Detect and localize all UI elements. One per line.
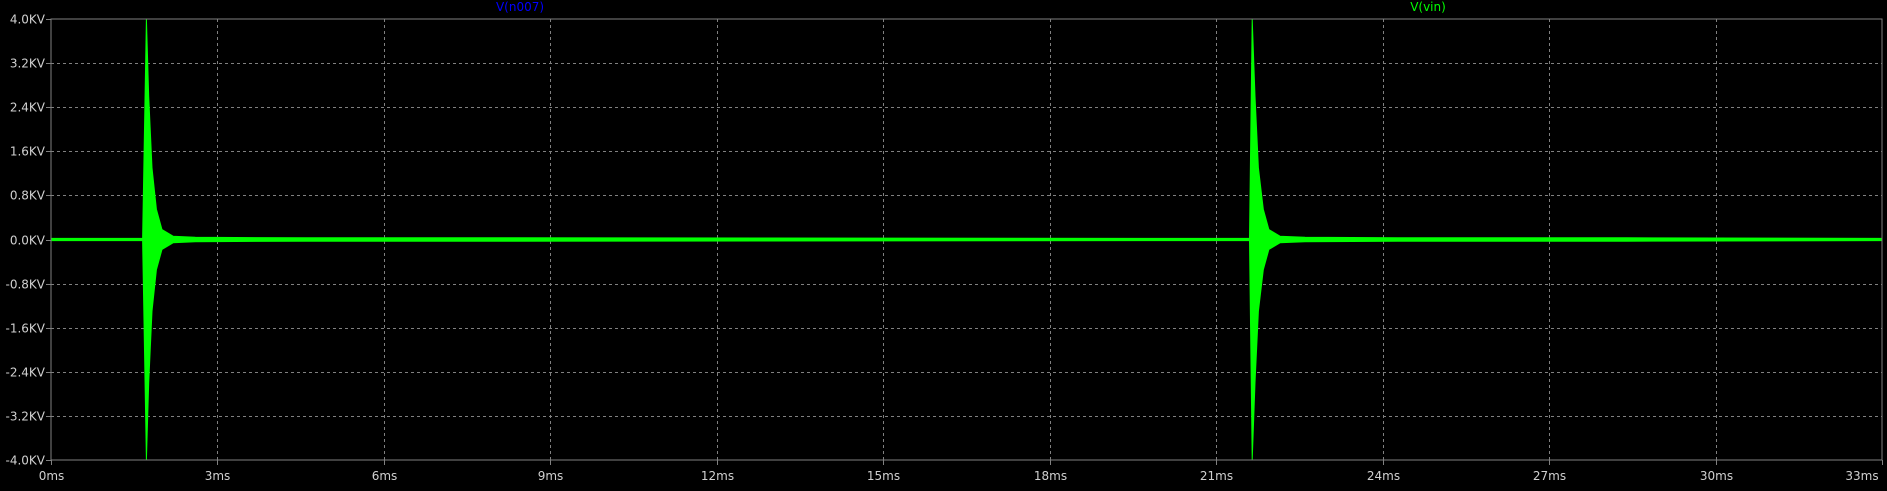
- x-tick-label: 30ms: [1700, 469, 1733, 483]
- x-tick-label: 6ms: [372, 469, 398, 483]
- y-tick-label: 0.8KV: [10, 189, 46, 203]
- legend-item-vin[interactable]: V(vin): [1410, 0, 1446, 14]
- legend-item-n007[interactable]: V(n007): [496, 0, 544, 14]
- x-tick-label: 18ms: [1034, 469, 1067, 483]
- y-tick-label: 4.0KV: [10, 13, 46, 27]
- y-tick-label: -0.8KV: [6, 278, 46, 292]
- grid-lines: [51, 19, 1882, 460]
- y-tick-label: -3.2KV: [6, 410, 46, 424]
- y-tick-label: -1.6KV: [6, 322, 46, 336]
- y-tick-label: -2.4KV: [6, 366, 46, 380]
- x-tick-label: 33ms: [1845, 469, 1878, 483]
- legend[interactable]: V(n007) V(vin): [496, 0, 1446, 14]
- x-tick-label: 15ms: [867, 469, 900, 483]
- x-tick-label: 0ms: [39, 469, 65, 483]
- plot-frame: [50, 18, 1883, 461]
- y-tick-label: 2.4KV: [10, 101, 46, 115]
- y-tick-label: 3.2KV: [10, 57, 46, 71]
- x-tick-label: 24ms: [1367, 469, 1400, 483]
- y-tick-label: 0.0KV: [10, 234, 46, 248]
- x-tick-label: 12ms: [701, 469, 734, 483]
- x-tick-label: 21ms: [1200, 469, 1233, 483]
- y-tick-label: 1.6KV: [10, 145, 46, 159]
- x-tick-label: 9ms: [538, 469, 564, 483]
- y-tick-label: -4.0KV: [6, 454, 46, 468]
- trace-layer: [50, 18, 1883, 461]
- x-tick-label: 3ms: [205, 469, 231, 483]
- x-tick-label: 27ms: [1533, 469, 1566, 483]
- axes: 0ms 3ms 6ms 9ms 12ms 15ms 18ms 21ms 24ms 27ms 30ms…: [6, 13, 1883, 483]
